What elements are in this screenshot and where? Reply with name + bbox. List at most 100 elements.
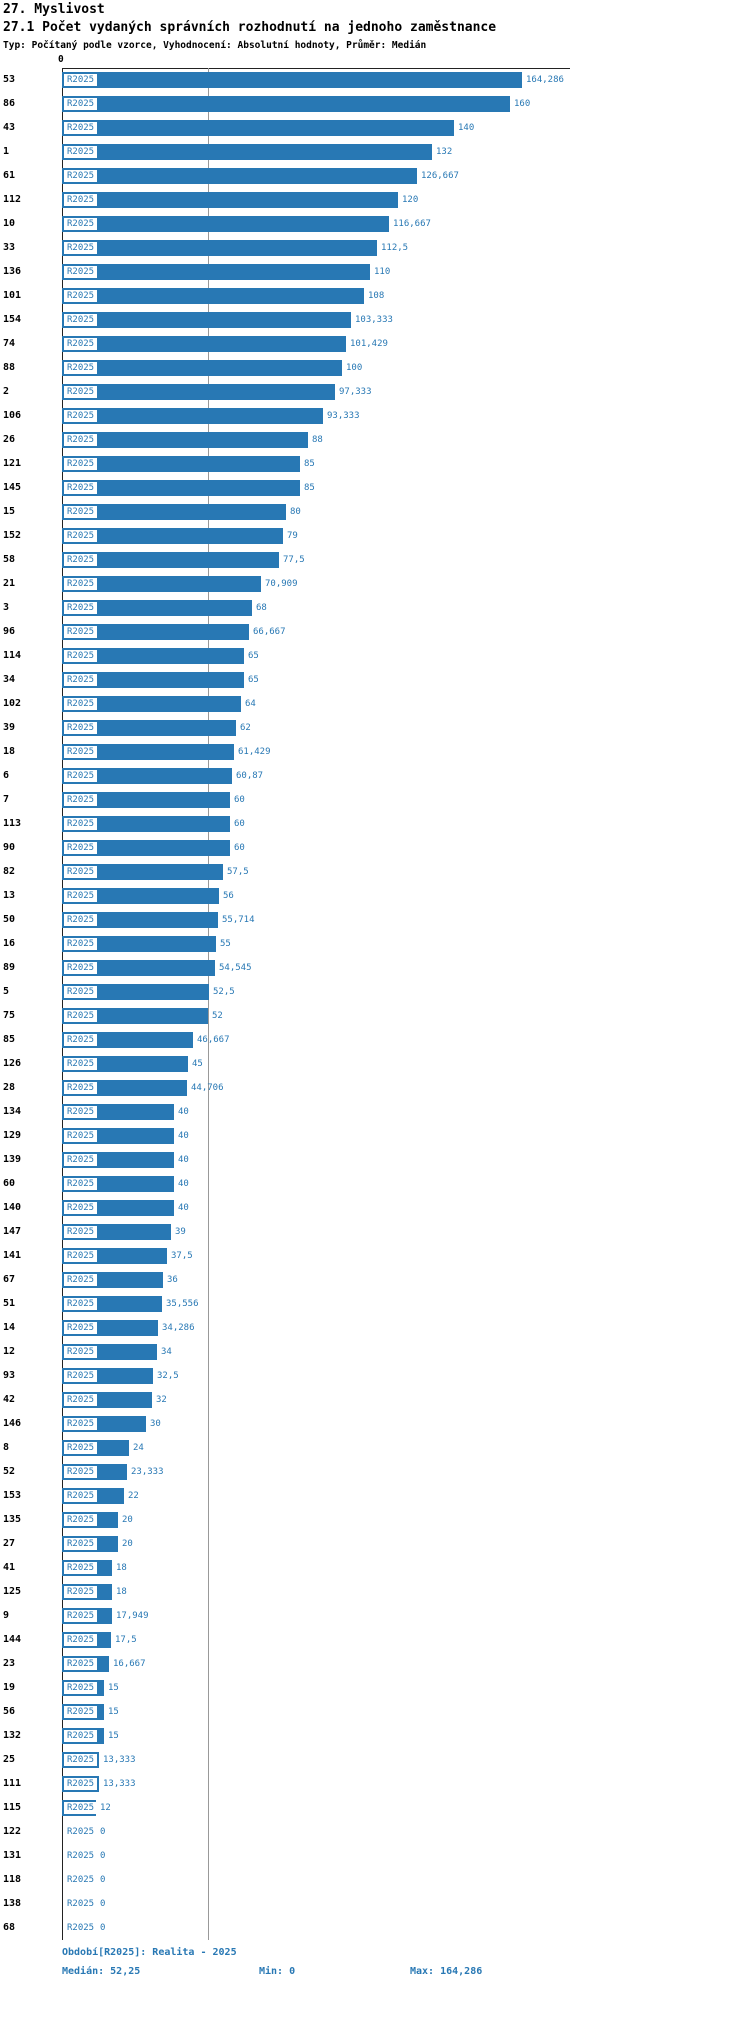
row-label: 23 [3, 1658, 16, 1669]
series-label: R2025 [64, 506, 98, 518]
bar-row: 85 R2025 46,667 [0, 1028, 750, 1052]
row-label: 9 [3, 1610, 10, 1621]
series-label: R2025 [64, 74, 98, 86]
bar-row: 90 R2025 60 [0, 836, 750, 860]
value-label: 20 [122, 1539, 133, 1549]
value-label: 60,87 [236, 771, 264, 781]
row-label: 33 [3, 242, 16, 253]
value-label: 65 [248, 675, 259, 685]
series-label: R2025 [64, 1706, 98, 1718]
series-label: R2025 [64, 362, 98, 374]
row-label: 39 [3, 722, 16, 733]
bar-row: 82 R2025 57,5 [0, 860, 750, 884]
value-label: 112,5 [381, 243, 409, 253]
series-label: R2025 [64, 1658, 98, 1670]
series-label: R2025 [64, 1466, 98, 1478]
value-label: 0 [100, 1851, 106, 1861]
bar [62, 696, 241, 712]
series-label: R2025 [64, 98, 98, 110]
value-label: 13,333 [103, 1755, 136, 1765]
series-label: R2025 [64, 890, 98, 902]
value-label: 88 [312, 435, 323, 445]
bar [62, 1008, 208, 1024]
row-plot: R2025 93,333 [62, 404, 750, 428]
bar-row: 93 R2025 32,5 [0, 1364, 750, 1388]
row-plot: R2025 20 [62, 1508, 750, 1532]
bar [62, 984, 209, 1000]
row-label: 126 [3, 1058, 22, 1069]
row-label: 145 [3, 482, 22, 493]
row-label: 118 [3, 1874, 22, 1885]
bar-row: 129 R2025 40 [0, 1124, 750, 1148]
bar [62, 96, 510, 112]
row-plot: R2025 13,333 [62, 1748, 750, 1772]
value-label: 40 [178, 1155, 189, 1165]
value-label: 140 [458, 123, 475, 133]
bar [62, 888, 219, 904]
row-label: 50 [3, 914, 16, 925]
value-label: 34 [161, 1347, 172, 1357]
bar-row: 134 R2025 40 [0, 1100, 750, 1124]
series-label: R2025 [64, 1514, 98, 1526]
series-label: R2025 [64, 1346, 98, 1358]
bar-row: 75 R2025 52 [0, 1004, 750, 1028]
series-label: R2025 [64, 1562, 98, 1574]
series-label: R2025 [64, 1250, 98, 1262]
value-label: 62 [240, 723, 251, 733]
series-label: R2025 [64, 1394, 98, 1406]
bar [62, 480, 300, 496]
value-label: 93,333 [327, 411, 360, 421]
row-plot: R2025 0 [62, 1916, 750, 1940]
series-label: R2025 [64, 1610, 98, 1622]
row-plot: R2025 39 [62, 1220, 750, 1244]
row-label: 56 [3, 1706, 16, 1717]
bar-row: 43 R2025 140 [0, 116, 750, 140]
row-plot: R2025 79 [62, 524, 750, 548]
bar-row: 2 R2025 97,333 [0, 380, 750, 404]
bar-row: 61 R2025 126,667 [0, 164, 750, 188]
row-plot: R2025 101,429 [62, 332, 750, 356]
value-label: 100 [346, 363, 363, 373]
value-label: 61,429 [238, 747, 271, 757]
bar-row: 132 R2025 15 [0, 1724, 750, 1748]
bar [62, 264, 370, 280]
value-label: 32,5 [157, 1371, 179, 1381]
row-plot: R2025 88 [62, 428, 750, 452]
series-label: R2025 [64, 1322, 98, 1334]
bar [62, 672, 244, 688]
bar [62, 504, 286, 520]
bar-row: 51 R2025 35,556 [0, 1292, 750, 1316]
bar [62, 960, 215, 976]
row-label: 153 [3, 1490, 22, 1501]
bar-row: 16 R2025 55 [0, 932, 750, 956]
bar [62, 240, 377, 256]
bar-row: 53 R2025 164,286 [0, 68, 750, 92]
row-label: 3 [3, 602, 10, 613]
series-label: R2025 [64, 914, 98, 926]
row-plot: R2025 17,5 [62, 1628, 750, 1652]
chart-meta-line: Typ: Počítaný podle vzorce, Vyhodnocení:… [3, 40, 427, 51]
bar [62, 792, 230, 808]
row-plot: R2025 52 [62, 1004, 750, 1028]
series-label: R2025 [64, 242, 98, 254]
row-plot: R2025 77,5 [62, 548, 750, 572]
series-label: R2025 [64, 218, 98, 230]
row-label: 5 [3, 986, 10, 997]
value-label: 15 [108, 1707, 119, 1717]
bar [62, 72, 522, 88]
row-plot: R2025 37,5 [62, 1244, 750, 1268]
value-label: 17,949 [116, 1611, 149, 1621]
series-label: R2025 [64, 650, 98, 662]
bar-row: 60 R2025 40 [0, 1172, 750, 1196]
value-label: 108 [368, 291, 385, 301]
series-label: R2025 [64, 1538, 98, 1550]
bar [62, 384, 335, 400]
value-label: 40 [178, 1131, 189, 1141]
bar-row: 39 R2025 62 [0, 716, 750, 740]
bar-row: 118 R2025 0 [0, 1868, 750, 1892]
row-label: 121 [3, 458, 22, 469]
row-plot: R2025 108 [62, 284, 750, 308]
series-label: R2025 [64, 386, 98, 398]
bar-row: 145 R2025 85 [0, 476, 750, 500]
bar [62, 120, 454, 136]
